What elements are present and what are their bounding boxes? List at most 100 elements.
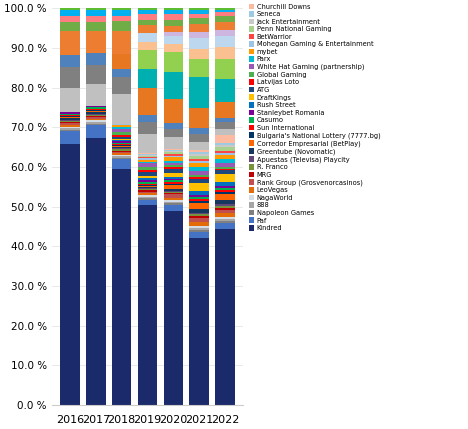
Bar bbox=[138, 189, 157, 190]
Bar bbox=[112, 149, 132, 151]
Bar bbox=[164, 36, 183, 44]
Bar bbox=[190, 14, 209, 18]
Bar bbox=[164, 99, 183, 123]
Bar bbox=[215, 169, 234, 170]
Bar bbox=[60, 115, 80, 116]
Bar bbox=[112, 155, 132, 156]
Bar bbox=[138, 178, 157, 180]
Bar bbox=[215, 219, 234, 221]
Legend: Churchill Downs, Seneca, Jack Entertainment, Penn National Gaming, BetWarrior, M: Churchill Downs, Seneca, Jack Entertainm… bbox=[249, 3, 380, 231]
Bar bbox=[112, 147, 132, 148]
Bar bbox=[164, 176, 183, 178]
Bar bbox=[164, 182, 183, 184]
Bar bbox=[190, 151, 209, 154]
Bar bbox=[215, 8, 234, 10]
Bar bbox=[112, 10, 132, 16]
Bar bbox=[86, 121, 106, 122]
Bar bbox=[112, 124, 132, 126]
Bar bbox=[138, 198, 157, 199]
Bar bbox=[60, 112, 80, 114]
Bar bbox=[112, 16, 132, 21]
Bar bbox=[190, 212, 209, 214]
Bar bbox=[86, 84, 106, 106]
Bar bbox=[215, 118, 234, 121]
Bar bbox=[86, 22, 106, 30]
Bar bbox=[138, 50, 157, 69]
Bar bbox=[164, 44, 183, 52]
Bar bbox=[215, 218, 234, 219]
Bar bbox=[112, 145, 132, 146]
Bar bbox=[86, 10, 106, 16]
Bar bbox=[112, 133, 132, 136]
Bar bbox=[215, 130, 234, 135]
Bar bbox=[138, 205, 157, 405]
Bar bbox=[190, 160, 209, 161]
Bar bbox=[86, 53, 106, 65]
Bar bbox=[112, 160, 132, 169]
Bar bbox=[60, 30, 80, 55]
Bar bbox=[215, 121, 234, 130]
Bar bbox=[60, 55, 80, 67]
Bar bbox=[138, 193, 157, 195]
Bar bbox=[112, 148, 132, 149]
Bar bbox=[190, 218, 209, 222]
Bar bbox=[86, 30, 106, 53]
Bar bbox=[164, 149, 183, 150]
Bar bbox=[112, 94, 132, 124]
Bar bbox=[164, 72, 183, 99]
Bar bbox=[164, 156, 183, 157]
Bar bbox=[86, 110, 106, 111]
Bar bbox=[190, 226, 209, 228]
Bar bbox=[190, 177, 209, 179]
Bar bbox=[112, 127, 132, 129]
Bar bbox=[86, 125, 106, 138]
Bar bbox=[190, 128, 209, 134]
Bar bbox=[164, 205, 183, 211]
Bar bbox=[190, 77, 209, 109]
Bar bbox=[60, 117, 80, 118]
Bar bbox=[112, 136, 132, 137]
Bar bbox=[138, 170, 157, 172]
Bar bbox=[164, 163, 183, 165]
Bar bbox=[112, 144, 132, 145]
Bar bbox=[215, 221, 234, 223]
Bar bbox=[86, 117, 106, 119]
Bar bbox=[138, 69, 157, 88]
Bar bbox=[138, 88, 157, 115]
Bar bbox=[138, 199, 157, 205]
Bar bbox=[112, 126, 132, 127]
Bar bbox=[190, 217, 209, 218]
Bar bbox=[86, 16, 106, 22]
Bar bbox=[164, 137, 183, 149]
Bar bbox=[215, 135, 234, 143]
Bar bbox=[215, 182, 234, 186]
Bar bbox=[215, 192, 234, 194]
Bar bbox=[164, 157, 183, 161]
Bar bbox=[112, 142, 132, 144]
Bar bbox=[112, 152, 132, 153]
Bar bbox=[190, 195, 209, 197]
Bar bbox=[164, 192, 183, 193]
Bar bbox=[86, 138, 106, 405]
Bar bbox=[112, 77, 132, 94]
Bar bbox=[190, 167, 209, 171]
Bar bbox=[60, 127, 80, 128]
Bar bbox=[190, 150, 209, 151]
Bar bbox=[164, 154, 183, 156]
Bar bbox=[60, 10, 80, 16]
Bar bbox=[215, 229, 234, 405]
Bar bbox=[190, 59, 209, 77]
Bar bbox=[164, 151, 183, 152]
Bar bbox=[164, 26, 183, 32]
Bar bbox=[164, 20, 183, 26]
Bar bbox=[138, 157, 157, 158]
Bar bbox=[138, 180, 157, 182]
Bar bbox=[138, 162, 157, 163]
Bar bbox=[60, 8, 80, 10]
Bar bbox=[138, 167, 157, 170]
Bar bbox=[86, 111, 106, 112]
Bar bbox=[60, 130, 80, 132]
Bar bbox=[138, 155, 157, 156]
Bar bbox=[164, 172, 183, 176]
Bar bbox=[164, 14, 183, 20]
